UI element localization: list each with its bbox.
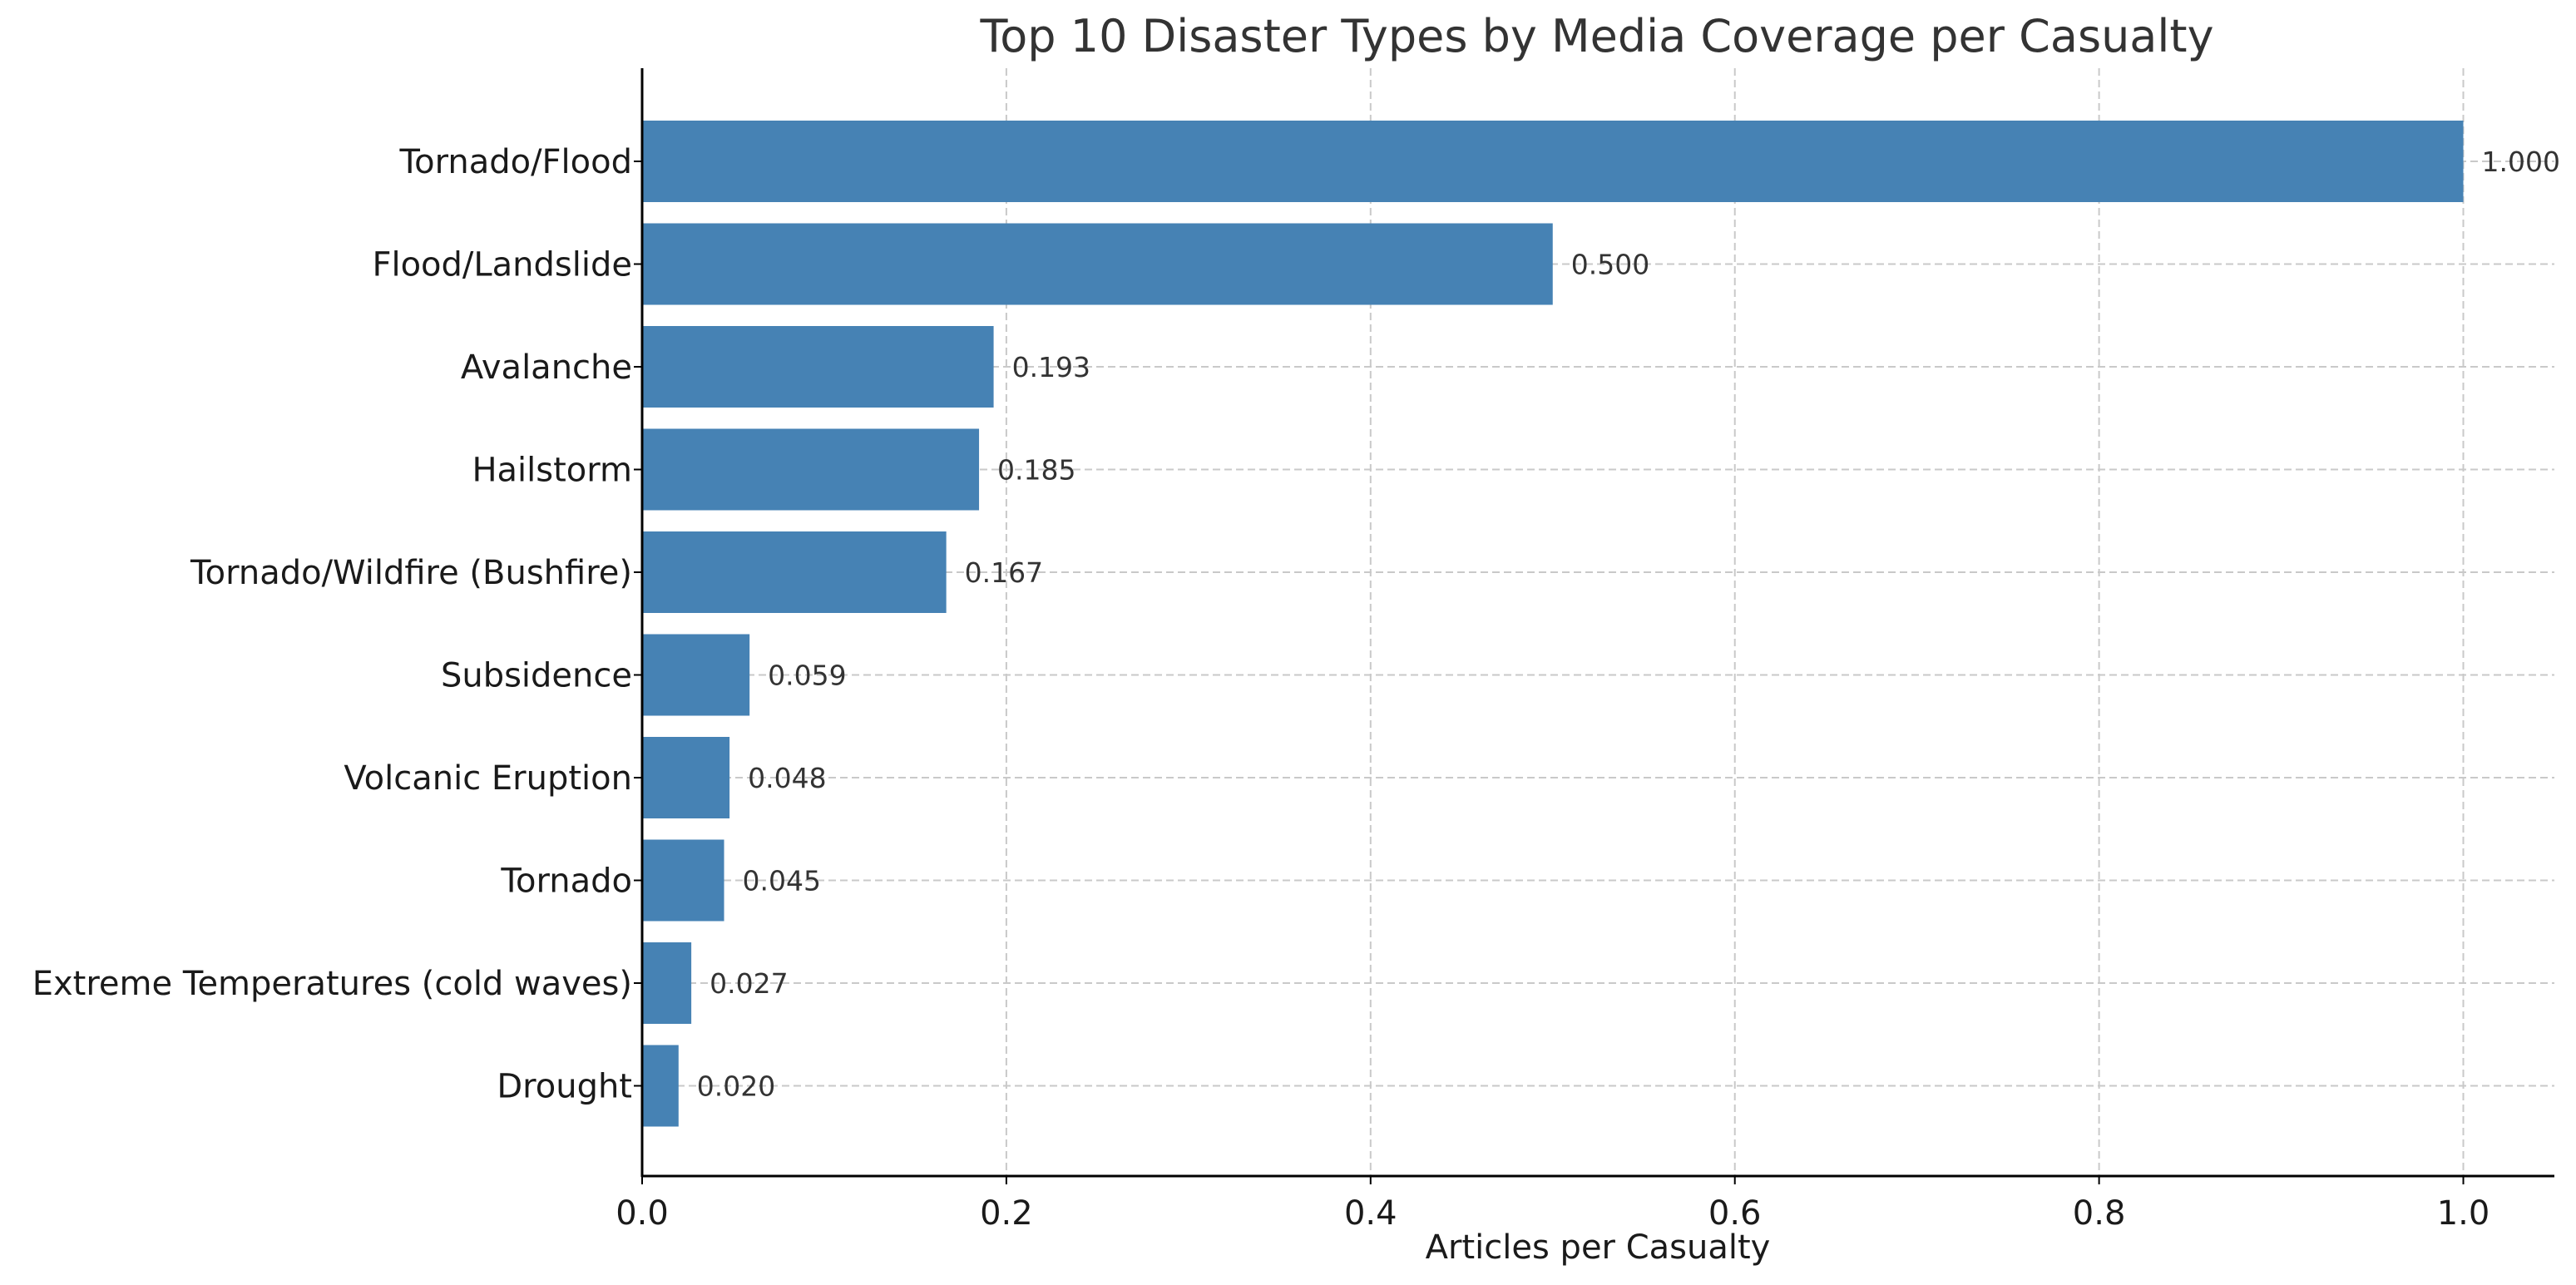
y-axis-tick-labels: Tornado/Flood Flood/Landslide Avalanche Hai… xyxy=(32,143,642,1106)
category-label: Extreme Temperatures (cold waves) xyxy=(32,965,632,1003)
category-label: Volcanic Eruption xyxy=(344,759,632,798)
category-label: Tornado/Wildfire (Bushfire) xyxy=(190,554,632,592)
value-label: 0.185 xyxy=(997,454,1075,487)
category-label: Avalanche xyxy=(461,348,632,387)
bar xyxy=(642,1045,679,1127)
bar xyxy=(642,737,730,818)
value-label: 1.000 xyxy=(2482,146,2560,178)
value-label: 0.048 xyxy=(748,762,826,794)
bar xyxy=(642,223,1553,305)
value-label: 0.500 xyxy=(1571,249,1649,281)
value-label: 0.167 xyxy=(965,556,1043,589)
chart-title: Top 10 Disaster Types by Media Coverage … xyxy=(979,10,2213,62)
x-tick-label: 1.0 xyxy=(2437,1194,2490,1233)
x-axis-ticks: 0.0 0.2 0.4 0.6 0.8 1.0 xyxy=(616,1176,2489,1233)
value-label: 0.045 xyxy=(743,865,821,897)
x-tick-label: 0.6 xyxy=(1708,1194,1762,1233)
value-label: 0.027 xyxy=(710,967,788,1000)
bar xyxy=(642,942,692,1024)
bar xyxy=(642,839,724,922)
x-tick-label: 0.0 xyxy=(616,1194,669,1233)
category-label: Tornado/Flood xyxy=(398,143,632,181)
category-label: Subsidence xyxy=(441,657,632,695)
bar xyxy=(642,428,980,511)
x-tick-label: 0.8 xyxy=(2073,1194,2126,1233)
bar xyxy=(642,121,2464,202)
bar xyxy=(642,634,750,716)
category-label: Tornado xyxy=(500,862,632,901)
value-label: 0.020 xyxy=(697,1070,775,1103)
x-tick-label: 0.2 xyxy=(980,1194,1033,1233)
value-label: 0.059 xyxy=(768,660,846,692)
x-tick-label: 0.4 xyxy=(1344,1194,1397,1233)
bar xyxy=(642,326,994,408)
bar xyxy=(642,531,947,613)
value-label: 0.193 xyxy=(1012,351,1090,383)
bars xyxy=(642,121,2464,1127)
category-label: Hailstorm xyxy=(472,452,632,490)
category-label: Drought xyxy=(497,1068,632,1106)
category-label: Flood/Landslide xyxy=(372,246,632,284)
value-labels: 1.000 0.500 0.193 0.185 0.167 0.059 0.048 0.045… xyxy=(697,146,2560,1103)
x-axis-label: Articles per Casualty xyxy=(1426,1228,1771,1267)
